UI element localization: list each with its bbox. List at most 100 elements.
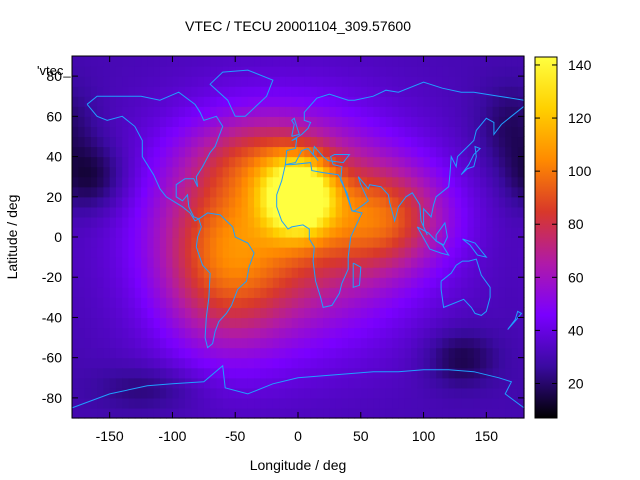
heatmap-cell [109,116,117,127]
heatmap-cell [480,377,487,389]
heatmap-cell [285,136,293,148]
heatmap-cell [385,56,393,67]
heatmap-cell [191,257,199,268]
heatmap-cell [448,337,456,349]
heatmap-cell [159,206,167,218]
heatmap-cell [404,216,412,228]
heatmap-cell [203,176,211,188]
heatmap-cell [517,96,525,107]
heatmap-cell [241,267,249,278]
heatmap-cell [498,186,506,198]
heatmap-cell [354,287,362,298]
heatmap-cell [448,206,456,218]
heatmap-cell [185,166,192,178]
heatmap-cell [90,96,98,107]
heatmap-cell [222,206,230,218]
heatmap-cell [115,216,123,228]
heatmap-cell [172,146,180,158]
heatmap-cell [316,56,324,67]
heatmap-cell [486,337,494,349]
heatmap-cell [404,76,412,87]
heatmap-cell [398,66,406,77]
heatmap-cell [323,106,330,117]
heatmap-cell [379,186,387,198]
heatmap-cell [316,327,324,339]
heatmap-cell [304,257,312,268]
heatmap-cell [442,407,450,419]
heatmap-cell [486,277,494,288]
heatmap-cell [373,247,381,258]
heatmap-cell [335,367,343,379]
heatmap-cell [473,196,481,208]
heatmap-cell [272,367,280,379]
heatmap-cell [153,277,161,288]
heatmap-cell [429,86,437,97]
y-tick-label: 60 [46,108,62,124]
heatmap-cell [373,257,381,268]
heatmap-cell [492,267,500,278]
heatmap-cell [141,56,148,67]
heatmap-cell [266,116,274,127]
heatmap-cell [511,96,519,107]
heatmap-cell [78,327,86,339]
heatmap-cell [360,287,368,298]
heatmap-cell [122,327,130,339]
y-tick-label: -20 [42,269,62,285]
heatmap-cell [454,327,462,339]
heatmap-cell [385,176,393,188]
heatmap-cell [329,397,337,409]
heatmap-cell [498,327,506,339]
heatmap-cell [210,407,217,419]
heatmap-cell [172,166,180,178]
heatmap-cell [461,357,469,369]
heatmap-cell [247,96,255,107]
heatmap-cell [279,96,287,107]
heatmap-cell [379,146,387,158]
heatmap-cell [178,176,186,188]
x-axis: -150 -100 -50 0 50 100 150 [96,56,498,444]
heatmap-cell [279,277,287,288]
heatmap-cell [84,357,92,369]
heatmap-cell [197,327,205,339]
heatmap-cell [285,287,293,298]
heatmap-cell [260,397,268,409]
heatmap-cell [517,186,525,198]
x-tick-label: 50 [353,428,369,444]
heatmap-cell [285,106,293,117]
heatmap-cell [291,347,299,359]
heatmap-cell [316,247,324,258]
heatmap-cell [97,186,104,198]
heatmap-cell [197,166,205,178]
heatmap-cell [461,387,469,399]
heatmap-cell [247,86,255,97]
heatmap-cell [379,347,387,359]
heatmap-cell [266,56,274,67]
heatmap-cell [134,56,142,67]
heatmap-cell [122,247,130,258]
heatmap-cell [298,287,305,298]
heatmap-cell [461,156,469,168]
heatmap-cell [197,397,205,409]
heatmap-cell [247,146,255,158]
heatmap-cell [279,367,287,379]
heatmap-cell [310,176,318,188]
heatmap-cell [473,407,481,419]
y-axis-label: Latitude / deg [4,195,20,280]
heatmap-cell [172,156,180,168]
heatmap-cell [310,257,318,268]
heatmap-cell [411,136,418,148]
heatmap-cell [423,337,431,349]
heatmap-cell [103,126,111,138]
heatmap-cell [147,347,155,359]
heatmap-cell [153,136,161,148]
heatmap-cell [134,277,142,288]
heatmap-cell [467,96,475,107]
heatmap-cell [115,146,123,158]
heatmap-cell [498,377,506,389]
heatmap-cell [423,186,431,198]
heatmap-cell [473,216,481,228]
heatmap-cell [197,106,205,117]
heatmap-cell [203,287,211,298]
heatmap-cell [90,257,98,268]
heatmap-cell [348,136,356,148]
